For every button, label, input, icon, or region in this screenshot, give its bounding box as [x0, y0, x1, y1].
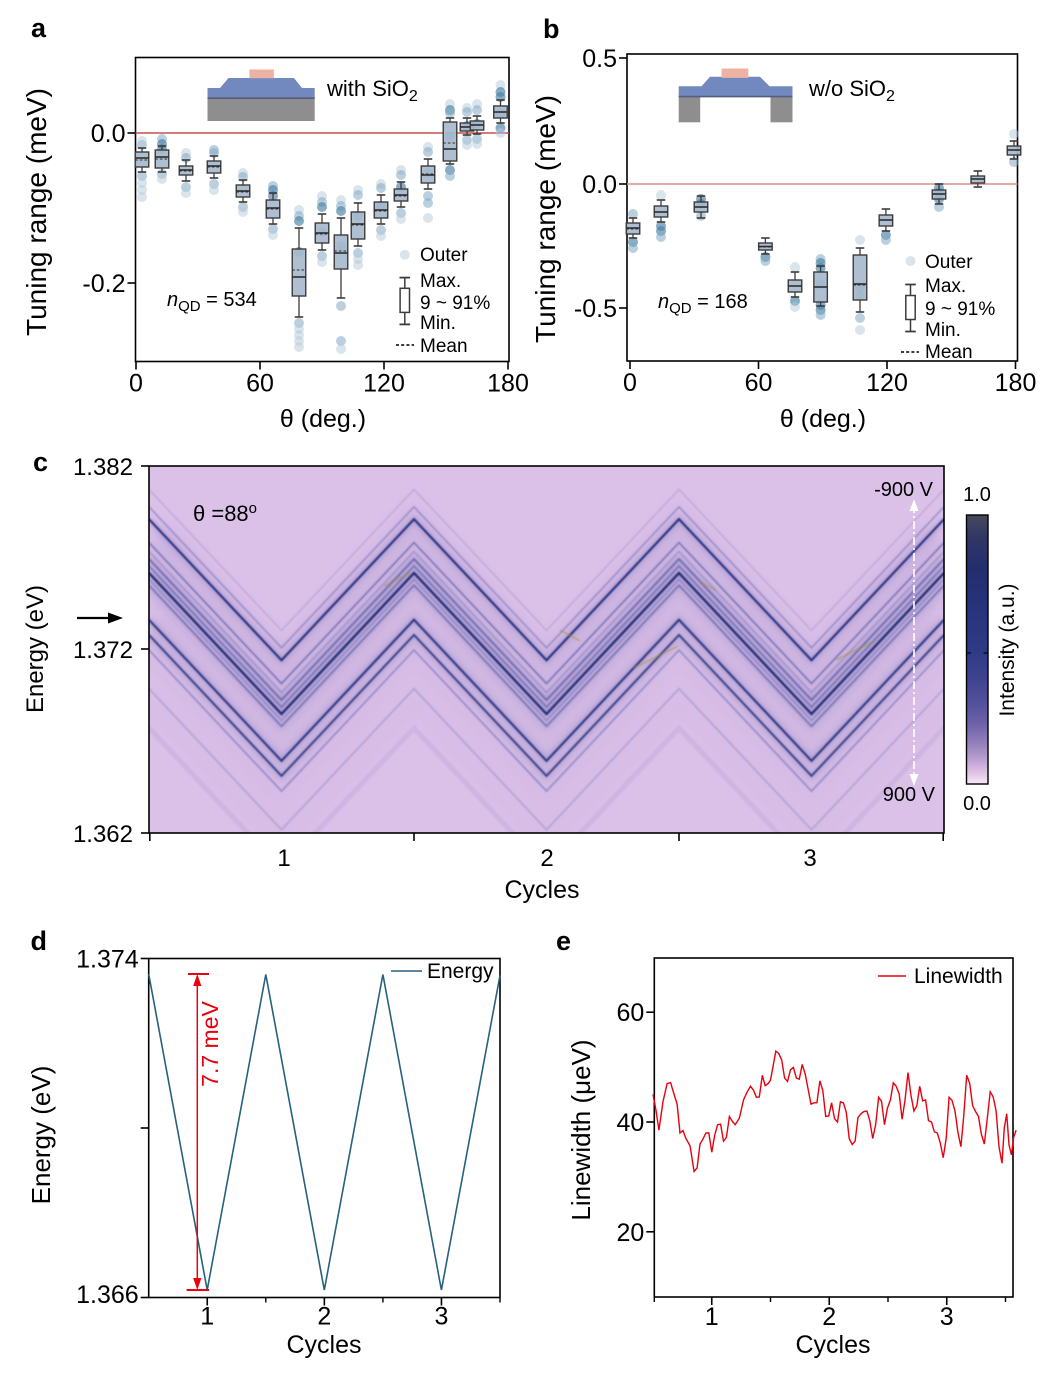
svg-text:Mean: Mean [420, 336, 468, 357]
svg-text:1.362: 1.362 [73, 821, 133, 848]
svg-text:60: 60 [616, 999, 644, 1027]
svg-text:60: 60 [246, 370, 274, 398]
svg-text:Intensity (a.u.): Intensity (a.u.) [996, 583, 1019, 716]
svg-text:Max.: Max. [420, 271, 461, 292]
svg-text:Mean: Mean [925, 342, 973, 363]
svg-text:1: 1 [705, 1303, 719, 1331]
svg-text:3: 3 [803, 845, 816, 872]
svg-text:180: 180 [487, 370, 529, 398]
svg-text:θ (deg.): θ (deg.) [280, 405, 366, 433]
svg-text:0: 0 [623, 369, 637, 397]
svg-text:θ (deg.): θ (deg.) [780, 405, 866, 433]
svg-text:0.0: 0.0 [91, 120, 126, 148]
svg-text:0: 0 [129, 370, 143, 398]
svg-text:9 ~ 91%: 9 ~ 91% [420, 293, 490, 314]
svg-text:2: 2 [540, 845, 553, 872]
svg-text:180: 180 [995, 369, 1037, 397]
svg-text:1.0: 1.0 [963, 484, 991, 506]
svg-text:0.5: 0.5 [582, 45, 617, 73]
svg-text:2: 2 [822, 1303, 836, 1331]
svg-text:nQD = 168: nQD = 168 [658, 291, 748, 317]
svg-text:-0.2: -0.2 [82, 270, 125, 298]
svg-text:Min.: Min. [925, 320, 961, 341]
svg-text:θ =88o: θ =88o [193, 500, 257, 526]
svg-text:with SiO2: with SiO2 [326, 76, 418, 105]
svg-text:Outer: Outer [420, 245, 468, 266]
svg-text:60: 60 [745, 369, 773, 397]
svg-text:120: 120 [363, 370, 405, 398]
svg-text:Max.: Max. [925, 276, 966, 297]
svg-text:b: b [543, 14, 560, 44]
svg-text:3: 3 [434, 1303, 448, 1331]
svg-text:0.0: 0.0 [963, 793, 991, 815]
svg-text:900 V: 900 V [883, 784, 936, 806]
svg-text:e: e [556, 926, 571, 956]
svg-text:120: 120 [866, 369, 908, 397]
svg-text:Outer: Outer [925, 252, 973, 273]
svg-text:1.374: 1.374 [76, 946, 139, 974]
svg-text:Cycles: Cycles [504, 876, 579, 904]
svg-text:Cycles: Cycles [286, 1331, 361, 1359]
svg-text:1.372: 1.372 [73, 637, 133, 664]
svg-text:-0.5: -0.5 [574, 295, 617, 323]
svg-text:Tuning range (meV): Tuning range (meV) [21, 88, 52, 336]
svg-text:a: a [31, 13, 47, 43]
svg-text:7.7 meV: 7.7 meV [197, 1001, 223, 1087]
svg-text:1.366: 1.366 [76, 1281, 139, 1309]
svg-text:Energy (eV): Energy (eV) [26, 1066, 56, 1205]
svg-text:1.382: 1.382 [73, 454, 133, 481]
svg-text:Energy: Energy [427, 960, 494, 983]
svg-text:Linewidth (μeV): Linewidth (μeV) [566, 1039, 596, 1220]
svg-text:Cycles: Cycles [795, 1331, 870, 1359]
svg-text:1: 1 [277, 845, 290, 872]
svg-text:c: c [33, 447, 48, 477]
svg-text:Energy (eV): Energy (eV) [22, 585, 49, 713]
svg-text:2: 2 [317, 1303, 331, 1331]
svg-text:20: 20 [616, 1219, 644, 1247]
svg-text:d: d [31, 926, 48, 956]
svg-text:-900 V: -900 V [874, 479, 934, 501]
svg-text:9 ~ 91%: 9 ~ 91% [925, 299, 995, 320]
svg-text:40: 40 [616, 1109, 644, 1137]
svg-text:Linewidth: Linewidth [914, 965, 1003, 988]
svg-text:3: 3 [940, 1303, 954, 1331]
svg-text:nQD = 534: nQD = 534 [167, 289, 257, 315]
svg-text:w/o SiO2: w/o SiO2 [808, 76, 895, 105]
svg-text:0.0: 0.0 [582, 171, 617, 199]
svg-text:1: 1 [200, 1303, 214, 1331]
svg-text:Tuning range (meV): Tuning range (meV) [530, 95, 561, 343]
svg-text:Min.: Min. [420, 313, 456, 334]
